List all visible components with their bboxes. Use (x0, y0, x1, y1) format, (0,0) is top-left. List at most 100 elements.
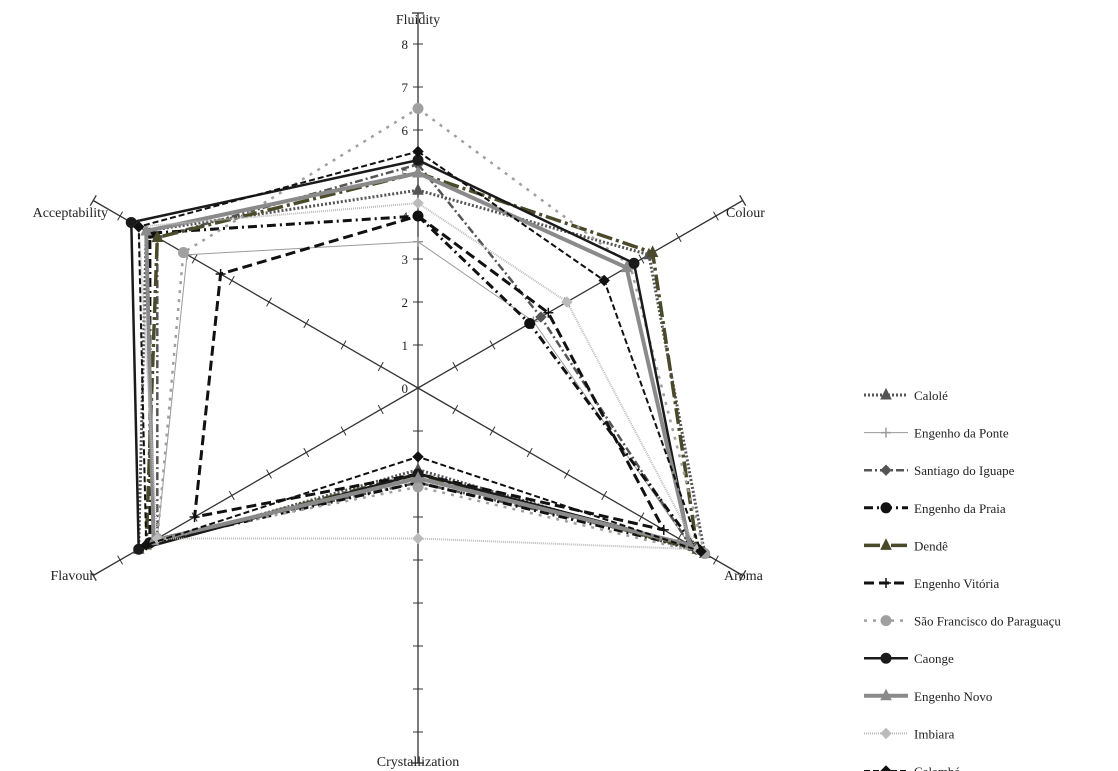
marker-point (881, 427, 891, 438)
legend-label: Calembá (914, 764, 960, 771)
marker-point (140, 223, 152, 236)
legend-item-imbiara: Imbiara (864, 726, 955, 741)
axis-tick (638, 512, 645, 522)
marker-point (215, 269, 226, 280)
legend-item-engenho-vitoria: Engenho Vitória (864, 576, 999, 591)
axis-tick (601, 490, 608, 501)
scale-tick-label: 3 (402, 252, 409, 267)
legend-label: Engenho Vitória (914, 576, 999, 591)
series-dende (140, 165, 704, 554)
marker-point (177, 247, 189, 259)
axis-tick (526, 447, 533, 458)
marker-point (413, 236, 423, 247)
series-line (144, 171, 700, 552)
marker-point (646, 245, 659, 258)
series-line (148, 214, 699, 551)
legend-item-santiago-do-iguape: Santiago do Iguape (864, 463, 1015, 478)
marker-point (412, 481, 424, 493)
series-calemba (132, 145, 707, 558)
axis-tick (452, 361, 459, 372)
axis-tick (266, 469, 272, 479)
marker-point (880, 765, 892, 771)
axis-tick (266, 297, 272, 307)
marker-point (412, 451, 424, 463)
axis-tick (452, 404, 459, 415)
marker-point (620, 260, 633, 273)
axis-tick (340, 340, 347, 350)
axis-line-colour (417, 199, 744, 389)
axis-title-flavour: Flavour (50, 569, 94, 584)
radar-series (125, 103, 711, 560)
marker-point (658, 524, 669, 535)
marker-point (628, 257, 640, 269)
marker-point (598, 274, 610, 287)
marker-point (189, 512, 200, 522)
legend: Calolé Engenho da Ponte Santiago do Iguape… (864, 387, 1061, 771)
series-line (130, 158, 692, 551)
axis-tick (675, 232, 682, 243)
legend-item-engenho-da-ponte: Engenho da Ponte (864, 426, 1009, 441)
legend-label: São Francisco do Paraguaçu (914, 614, 1061, 629)
axis-tick (712, 211, 719, 221)
marker-point (880, 464, 892, 476)
marker-point (535, 311, 547, 323)
marker-point (133, 543, 145, 555)
legend-label: Imbiara (914, 726, 955, 741)
marker-point (881, 578, 891, 588)
axis-tick (489, 340, 496, 350)
axis-title-acceptability: Acceptability (33, 206, 108, 221)
series-sao-francisco-do-paraguacu (151, 103, 711, 560)
marker-point (412, 471, 424, 483)
marker-point (132, 221, 145, 233)
legend-item-calole: Calolé (864, 387, 948, 403)
axis-end-cap (89, 194, 97, 207)
legend-item-caonge: Caonge (864, 651, 954, 666)
legend-label: Engenho Novo (914, 689, 992, 704)
legend-label: Engenho da Ponte (914, 426, 1009, 441)
axis-tick (564, 469, 570, 479)
axis-tick (377, 404, 384, 415)
legend-label: Engenho da Praia (914, 501, 1006, 516)
axis-tick (228, 275, 235, 286)
axis-tick (340, 426, 347, 436)
marker-point (412, 197, 424, 209)
series-engenho-da-ponte (152, 236, 695, 550)
scale-tick-label: 0 (402, 381, 409, 396)
axis-tick (489, 426, 496, 436)
axis-end-cap (739, 194, 747, 207)
marker-point (561, 296, 573, 308)
scale-tick-label: 7 (402, 80, 409, 95)
marker-point (412, 183, 424, 195)
legend-item-engenho-da-praia: Engenho da Praia (864, 501, 1006, 516)
scale-tick-label: 6 (402, 123, 409, 138)
axis-tick (377, 361, 384, 372)
axis-tick (117, 211, 124, 221)
legend-item-sao-francisco-do-paraguacu: São Francisco do Paraguaçu (864, 614, 1061, 629)
legend-item-engenho-novo: Engenho Novo (864, 688, 992, 704)
axis-title-crystallization: Crystallization (377, 755, 459, 770)
axis-tick (638, 254, 645, 264)
marker-point (524, 318, 536, 329)
marker-point (543, 307, 554, 318)
marker-point (684, 537, 696, 550)
axis-tick (191, 254, 198, 264)
scale-tick-label: 1 (402, 338, 409, 353)
marker-point (880, 652, 892, 664)
marker-point (880, 615, 892, 627)
legend-item-calemba: Calembá (864, 764, 960, 771)
marker-point (880, 502, 892, 514)
axis-title-fluidity: Fluidity (396, 13, 440, 28)
axis-title-aroma: Aroma (724, 569, 764, 584)
legend-label: Caonge (914, 651, 954, 666)
marker-point (140, 539, 152, 551)
scale-tick-label: 2 (402, 295, 409, 310)
marker-point (695, 545, 707, 558)
marker-point (880, 538, 892, 550)
marker-point (880, 387, 892, 400)
legend-label: Calolé (914, 388, 948, 403)
axis-tick (712, 555, 719, 565)
marker-point (413, 211, 423, 221)
marker-point (880, 688, 892, 701)
axis-end-cap (739, 569, 747, 582)
